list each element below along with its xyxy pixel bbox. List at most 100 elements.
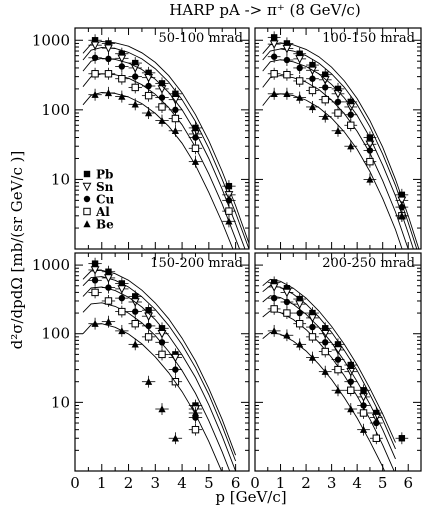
data-point-cu	[132, 73, 139, 80]
data-point-be	[171, 434, 179, 442]
data-point-sn	[295, 55, 305, 64]
y-axis-label: d²σ/dpdΩ [mb/(sr GeV/c )]	[8, 151, 26, 350]
data-point-pb	[192, 124, 199, 132]
data-point-be	[334, 126, 342, 134]
data-point-cu	[334, 98, 342, 106]
data-point-be	[145, 109, 153, 117]
data-point-be	[347, 142, 355, 150]
legend-label-al: Al	[95, 205, 110, 219]
data-point-be	[118, 92, 126, 100]
data-point-sn	[90, 266, 100, 275]
data-point-be	[145, 377, 153, 385]
data-point-be	[321, 112, 329, 120]
data-point-al	[171, 114, 180, 123]
data-point-al	[104, 70, 113, 78]
data-point-be	[283, 90, 291, 98]
panel-title: 200-250 mrad	[322, 256, 415, 271]
x-tick-label: 2	[124, 474, 134, 492]
fit-curve-sn	[82, 46, 249, 249]
x-tick-label: 5	[204, 474, 214, 492]
data-point-cu	[296, 309, 303, 317]
fit-curve-pb	[82, 269, 237, 456]
data-point-sn	[130, 64, 140, 73]
data-point-al	[295, 319, 304, 328]
data-point-al	[225, 207, 233, 215]
panel-title: 100-150 mrad	[322, 31, 415, 46]
data-point-be	[118, 327, 126, 335]
x-tick-label: 6	[403, 474, 413, 492]
data-point-cu	[105, 284, 112, 291]
data-point-pb	[91, 260, 99, 267]
x-tick-label: 4	[177, 474, 187, 492]
data-point-be	[225, 217, 233, 225]
data-point-cu	[270, 294, 278, 302]
data-point-be	[104, 317, 113, 325]
data-point-al	[270, 305, 278, 313]
y-tick-label: 100	[41, 101, 70, 119]
data-point-sn	[104, 274, 113, 283]
data-point-al	[347, 121, 355, 129]
data-point-al	[295, 77, 304, 85]
data-point-al	[347, 386, 355, 394]
fit-curve-cu	[262, 295, 396, 460]
data-point-be	[347, 405, 355, 413]
panel-frame	[74, 27, 250, 250]
data-point-cu	[309, 75, 316, 82]
panel-frame	[254, 27, 422, 250]
data-point-cu	[172, 366, 179, 373]
x-tick-label: 6	[231, 474, 241, 492]
x-tick-label: 1	[276, 474, 286, 492]
data-point-cu	[158, 339, 166, 346]
fit-curve-sn	[262, 48, 418, 249]
data-point-be	[191, 409, 200, 417]
x-tick-label: 3	[151, 474, 161, 492]
data-point-be	[91, 319, 99, 327]
data-point-cu	[91, 54, 99, 61]
data-point-cu	[192, 134, 199, 141]
fit-curve-sn	[82, 276, 237, 462]
data-point-cu	[118, 294, 126, 302]
data-point-pb	[347, 361, 354, 369]
data-point-sn	[397, 196, 407, 206]
data-point-al	[308, 86, 317, 95]
data-point-al	[359, 409, 368, 417]
data-point-be	[191, 157, 200, 165]
data-point-be	[308, 353, 317, 361]
panel-4: 0 1 2 3 4 5 6 200-250 mrad	[250, 252, 422, 492]
data-point-pb	[360, 387, 367, 394]
data-point-al	[91, 70, 99, 78]
data-point-sn	[308, 314, 317, 323]
x-tick-label: 0	[70, 474, 80, 492]
data-point-cu	[322, 339, 329, 346]
x-tick-label: 5	[378, 474, 388, 492]
panel-frame	[254, 252, 422, 472]
data-point-cu	[296, 64, 303, 72]
data-point-cu	[172, 106, 179, 114]
data-point-cu	[105, 55, 112, 63]
legend-label-pb: Pb	[96, 168, 113, 182]
data-point-cu	[283, 298, 291, 306]
panel-title: 50-100 mrad	[159, 31, 244, 46]
x-tick-label: 3	[327, 474, 337, 492]
data-point-pb	[105, 268, 112, 275]
data-point-al	[321, 347, 329, 356]
y-tick-label: 1000	[32, 256, 70, 274]
y-tick-label: 100	[41, 325, 70, 343]
data-point-al	[131, 319, 139, 328]
plot-area	[82, 257, 237, 471]
data-point-al	[283, 309, 291, 317]
x-tick-label: 2	[301, 474, 311, 492]
data-point-cu	[132, 308, 139, 315]
data-point-cu	[225, 197, 233, 204]
data-point-al	[308, 333, 317, 341]
panel-title: 150-200 mrad	[150, 256, 243, 271]
data-point-al	[118, 75, 126, 83]
data-point-al	[321, 95, 329, 104]
x-tick-label: 0	[250, 474, 260, 492]
data-point-al	[144, 91, 153, 100]
data-point-al	[366, 157, 374, 166]
data-point-pb	[398, 435, 406, 442]
data-point-be	[359, 425, 368, 433]
